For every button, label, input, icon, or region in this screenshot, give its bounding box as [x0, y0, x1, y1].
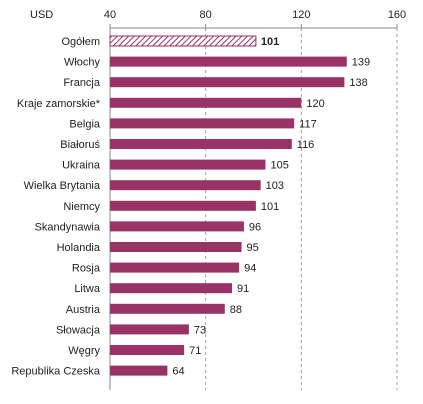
value-label: 91 — [237, 283, 249, 295]
bar-layer — [109, 35, 347, 376]
unit-label: USD — [30, 9, 53, 21]
value-label: 117 — [299, 118, 317, 130]
bar — [110, 283, 232, 294]
bar — [110, 262, 240, 273]
bar — [110, 97, 302, 108]
category-label: Węgry — [68, 345, 100, 357]
category-label: Francja — [63, 77, 101, 89]
value-label: 101 — [261, 201, 279, 213]
category-label: Włochy — [64, 57, 101, 69]
category-label: Austria — [66, 304, 101, 316]
bar — [110, 180, 261, 191]
value-label: 96 — [249, 221, 261, 233]
bar — [110, 303, 225, 314]
bar — [110, 159, 266, 170]
x-tick-label: 160 — [388, 9, 406, 21]
bar — [110, 118, 295, 129]
category-label: Skandynawia — [35, 221, 101, 233]
bar — [110, 77, 345, 88]
category-label: Ogółem — [61, 36, 100, 48]
bar — [110, 221, 244, 232]
bar — [110, 345, 185, 355]
value-label: 120 — [306, 98, 324, 110]
value-label: 95 — [247, 242, 259, 254]
bar — [110, 56, 347, 67]
x-tick-label: 80 — [200, 9, 212, 21]
category-label: Holandia — [57, 242, 101, 254]
bar — [110, 324, 189, 335]
x-tick-label: 40 — [104, 9, 116, 21]
value-label: 116 — [297, 139, 315, 151]
value-label: 105 — [270, 160, 288, 172]
category-label: Niemcy — [63, 201, 100, 213]
value-label: 71 — [189, 345, 201, 357]
value-label: 94 — [244, 263, 256, 275]
category-label: Kraje zamorskie* — [17, 98, 101, 110]
label-layer: Ogółem 101 Włochy 139 Francja 138 Kraje zamors… — [11, 36, 370, 378]
category-label: Wielka Brytania — [24, 180, 101, 192]
category-label: Słowacja — [56, 324, 101, 336]
category-label: Ukraina — [62, 160, 101, 172]
value-label: 139 — [352, 57, 370, 69]
bar — [110, 200, 256, 211]
value-label: 138 — [349, 77, 367, 89]
bar — [110, 365, 168, 376]
x-tick-label: 120 — [292, 9, 310, 21]
category-label: Belgia — [69, 118, 100, 130]
value-label: 64 — [172, 366, 184, 378]
category-label: Białoruś — [60, 139, 100, 151]
value-label: 73 — [194, 324, 206, 336]
category-label: Republika Czeska — [11, 366, 101, 378]
value-label: 101 — [261, 36, 279, 48]
category-label: Litwa — [74, 283, 101, 295]
bar — [110, 242, 242, 252]
bar-highlighted — [109, 35, 257, 47]
category-label: Rosja — [72, 263, 101, 275]
value-label: 103 — [266, 180, 284, 192]
bar — [110, 139, 292, 149]
value-label: 88 — [230, 304, 242, 316]
axis-layer: USD 40 80 120 160 — [30, 9, 406, 29]
